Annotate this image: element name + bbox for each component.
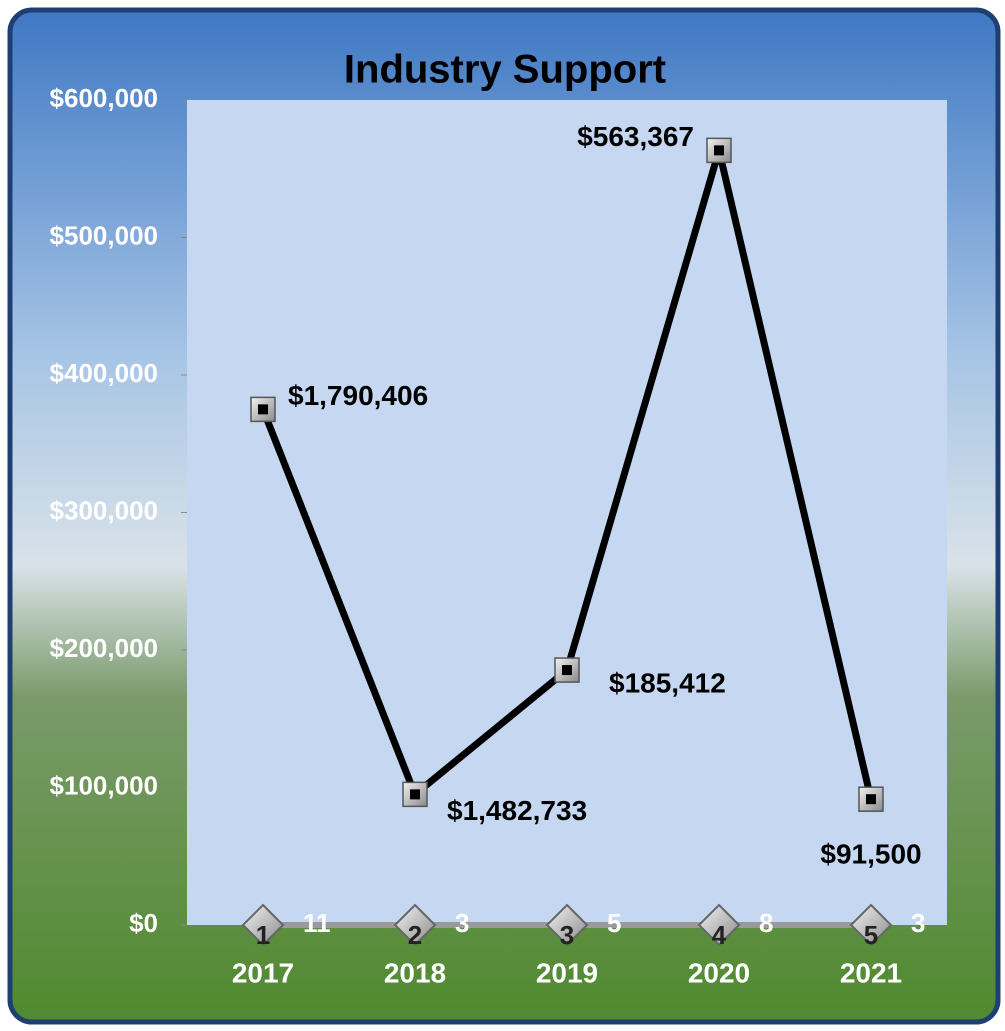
y-tick-label: $600,000 (50, 83, 158, 113)
y-tick-label: $200,000 (50, 633, 158, 663)
count-label: 11 (303, 908, 331, 938)
data-marker-core (410, 789, 420, 800)
y-tick-label: $300,000 (50, 495, 158, 525)
baseline-marker (393, 903, 437, 947)
annotation: $563,367 (577, 121, 694, 152)
index-label: 1 (256, 920, 270, 950)
y-tick-label: $0 (129, 908, 158, 938)
x-tick-label: 2018 (384, 957, 446, 988)
annotation: $1,482,733 (447, 795, 587, 826)
index-label: 2 (408, 920, 422, 950)
baseline-marker (849, 903, 893, 947)
index-label: 4 (712, 920, 727, 950)
index-label: 3 (560, 920, 574, 950)
x-tick-label: 2019 (536, 957, 598, 988)
annotation: $91,500 (820, 839, 921, 870)
count-label: 5 (607, 908, 621, 938)
baseline-marker (545, 903, 589, 947)
data-marker (250, 396, 276, 423)
x-tick-label: 2020 (688, 957, 750, 988)
y-tick-label: $400,000 (50, 358, 158, 388)
annotation: $185,412 (609, 667, 726, 698)
count-label: 3 (911, 908, 925, 938)
data-marker (402, 781, 428, 808)
x-tick-label: 2017 (232, 957, 294, 988)
data-marker-core (562, 665, 572, 676)
plot-area (187, 100, 947, 925)
y-tick-label: $500,000 (50, 220, 158, 250)
x-tick-label: 2021 (840, 957, 902, 988)
data-marker-core (258, 404, 268, 415)
chart-title: Industry Support (344, 48, 666, 92)
index-label: 5 (864, 920, 878, 950)
baseline-marker (241, 903, 285, 947)
annotation: $1,790,406 (288, 380, 428, 411)
data-marker-core (866, 794, 876, 805)
count-label: 8 (759, 908, 773, 938)
count-label: 3 (455, 908, 469, 938)
baseline-marker (697, 903, 741, 947)
data-marker-core (714, 145, 724, 156)
data-marker (554, 657, 580, 683)
y-tick-label: $100,000 (50, 770, 158, 800)
